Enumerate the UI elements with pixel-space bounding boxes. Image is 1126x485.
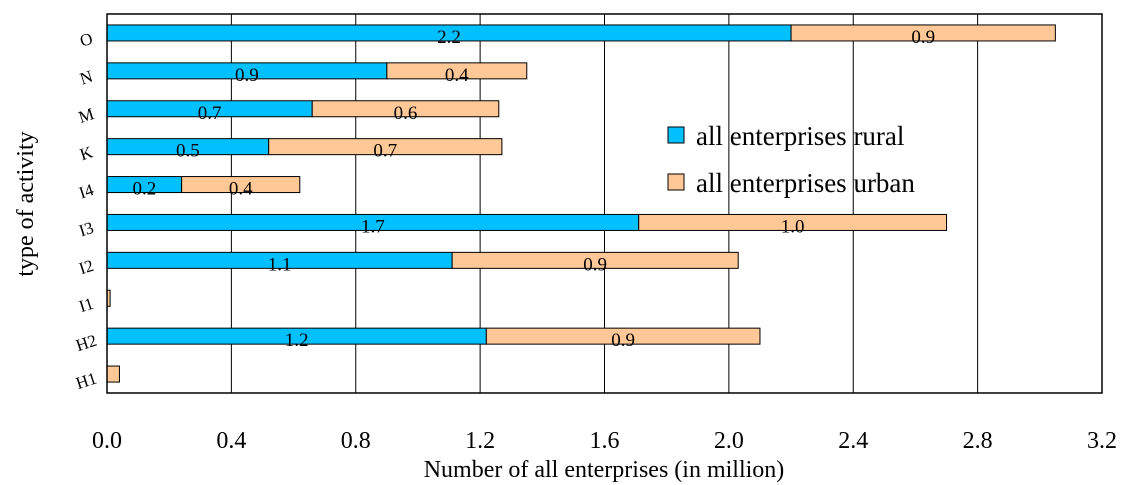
category-label: I4	[77, 180, 97, 203]
data-label: 0.9	[611, 330, 635, 351]
data-label: 0.9	[911, 27, 935, 48]
data-label: 0.5	[176, 141, 200, 162]
legend-label-urban: all enterprises urban	[696, 168, 915, 198]
category-label: H1	[73, 369, 99, 393]
category-label: H2	[73, 331, 99, 355]
y-axis-title: type of activity	[13, 131, 39, 276]
x-tick-label: 2.4	[838, 428, 868, 454]
bar-O-urban	[790, 24, 1056, 42]
category-label: N	[78, 67, 96, 89]
x-tick-label: 0.4	[216, 428, 246, 454]
data-label: 1.1	[268, 254, 292, 275]
plot-frame	[106, 13, 1103, 394]
bar-H1-urban	[106, 365, 120, 383]
data-label: 0.9	[235, 65, 259, 86]
x-axis-title: Number of all enterprises (in million)	[424, 457, 785, 483]
data-label: 0.6	[394, 103, 418, 124]
legend-swatch-rural	[667, 126, 685, 144]
legend-swatch-urban	[667, 173, 685, 191]
x-tick-label: 0.0	[92, 428, 122, 454]
bar-M-urban	[311, 100, 500, 118]
x-tick-label: 2.8	[963, 428, 993, 454]
category-label: I3	[77, 218, 96, 240]
bars	[106, 24, 1056, 383]
x-tick-label: 0.8	[341, 428, 371, 454]
category-label: I2	[77, 256, 96, 278]
data-label: 0.4	[229, 179, 253, 200]
data-label: 0.4	[445, 65, 469, 86]
x-tick-label: 2.0	[714, 428, 744, 454]
category-label: K	[78, 142, 96, 164]
data-label: 0.7	[373, 141, 397, 162]
bar-K-urban	[268, 138, 503, 156]
bar-H2-urban	[485, 327, 761, 345]
bar-I3-urban	[638, 213, 948, 231]
bar-I2-urban	[451, 251, 739, 269]
data-label: 0.7	[198, 103, 222, 124]
category-label: I1	[77, 294, 96, 316]
x-tick-label: 1.2	[465, 428, 495, 454]
data-label: 0.9	[583, 254, 607, 275]
data-label: 0.2	[132, 179, 156, 200]
bar-I4-urban	[181, 176, 301, 194]
x-tick-label: 1.6	[590, 428, 620, 454]
legend: all enterprises rural all enterprises ur…	[667, 121, 915, 198]
data-label: 1.0	[781, 216, 805, 237]
category-label: O	[78, 29, 96, 51]
data-label: 1.2	[285, 330, 309, 351]
category-label: M	[76, 104, 96, 127]
bar-N-urban	[386, 62, 528, 80]
x-tick-labels: 0.0 0.4 0.8 1.2 1.6 2.0 2.4 2.8 3.2	[92, 428, 1117, 454]
legend-label-rural: all enterprises rural	[696, 121, 904, 151]
data-label: 1.7	[361, 216, 385, 237]
data-label: 2.2	[437, 27, 461, 48]
x-tick-label: 3.2	[1087, 428, 1117, 454]
data-labels: 2.2 0.9 0.9 0.4 0.7 0.6 0.5 0.7 0.2 0.4 1.7 1.0 1.1 0…	[132, 27, 935, 351]
